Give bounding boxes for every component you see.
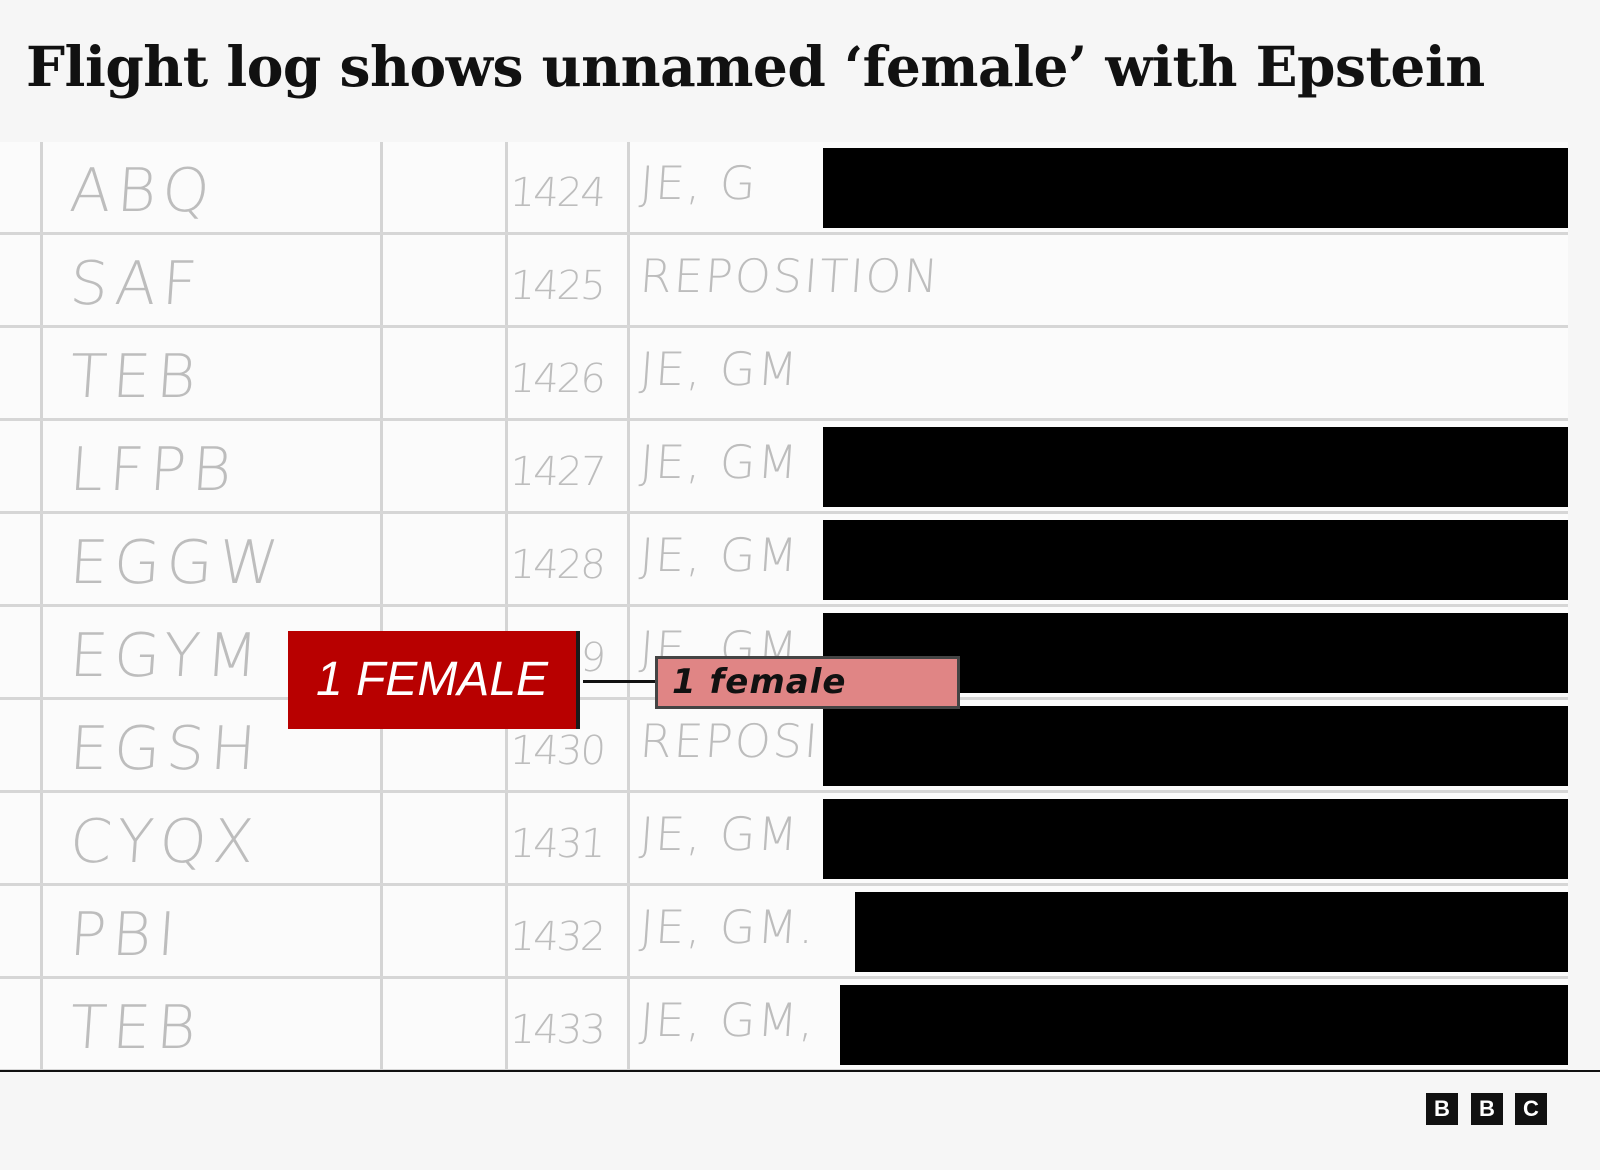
passengers: JE, GM — [638, 342, 802, 396]
passengers: REPOSITION — [638, 249, 942, 303]
bbc-logo-c: C — [1515, 1093, 1547, 1125]
passengers: JE, GM — [638, 528, 802, 582]
annotation-label: 1 FEMALE — [288, 631, 580, 729]
log-row: CYQX 1431 JE, GM — [0, 793, 1568, 886]
flight-number: 1428 — [508, 542, 606, 588]
airport-code: EGGW — [67, 528, 287, 598]
flight-number: 1426 — [508, 356, 606, 402]
redaction-bar — [823, 799, 1568, 879]
footer-divider — [0, 1070, 1600, 1072]
flight-number: 1433 — [508, 1007, 606, 1053]
highlighted-entry: 1 female — [655, 656, 960, 709]
redaction-bar — [840, 985, 1568, 1065]
log-row: EGSH 1430 REPOSI — [0, 700, 1568, 793]
log-row: TEB 1433 JE, GM, — [0, 979, 1568, 1070]
airport-code: PBI — [67, 900, 184, 970]
flight-number: 1425 — [508, 263, 606, 309]
airport-code: SAF — [67, 249, 206, 319]
log-row: EGGW 1428 JE, GM — [0, 514, 1568, 607]
airport-code: EGYM — [67, 621, 267, 691]
flight-number: 1427 — [508, 449, 606, 495]
redaction-bar — [855, 892, 1568, 972]
flight-number: 1430 — [508, 728, 606, 774]
bbc-logo-b1: B — [1426, 1093, 1458, 1125]
log-row: SAF 1425 REPOSITION — [0, 235, 1568, 328]
passengers: JE, GM — [638, 435, 802, 489]
airport-code: TEB — [67, 342, 205, 412]
redaction-bar — [823, 706, 1568, 786]
redaction-bar — [823, 148, 1568, 228]
passengers: REPOSI — [638, 714, 822, 768]
passengers: JE, GM. — [638, 900, 818, 954]
airport-code: EGSH — [67, 714, 265, 784]
airport-code: LFPB — [67, 435, 240, 505]
bbc-logo-b2: B — [1471, 1093, 1503, 1125]
redaction-bar — [823, 427, 1568, 507]
airport-code: TEB — [67, 993, 205, 1063]
log-row: ABQ 1424 JE, G — [0, 142, 1568, 235]
airport-code: ABQ — [67, 156, 219, 226]
log-row: TEB 1426 JE, GM — [0, 328, 1568, 421]
log-row: PBI 1432 JE, GM. — [0, 886, 1568, 979]
airport-code: CYQX — [67, 807, 263, 877]
annotation-connector — [583, 680, 655, 683]
passengers: JE, GM — [638, 807, 802, 861]
flight-log-scan: ABQ 1424 JE, G SAF 1425 REPOSITION TEB 1426 JE, … — [0, 142, 1568, 1070]
redaction-bar — [823, 520, 1568, 600]
flight-number: 1432 — [508, 914, 606, 960]
flight-number: 1431 — [508, 821, 606, 867]
log-row: LFPB 1427 JE, GM — [0, 421, 1568, 514]
headline: Flight log shows unnamed ‘female’ with E… — [26, 34, 1485, 99]
flight-number: 1424 — [508, 170, 606, 216]
passengers: JE, G — [638, 156, 760, 210]
passengers: JE, GM, — [638, 993, 818, 1047]
